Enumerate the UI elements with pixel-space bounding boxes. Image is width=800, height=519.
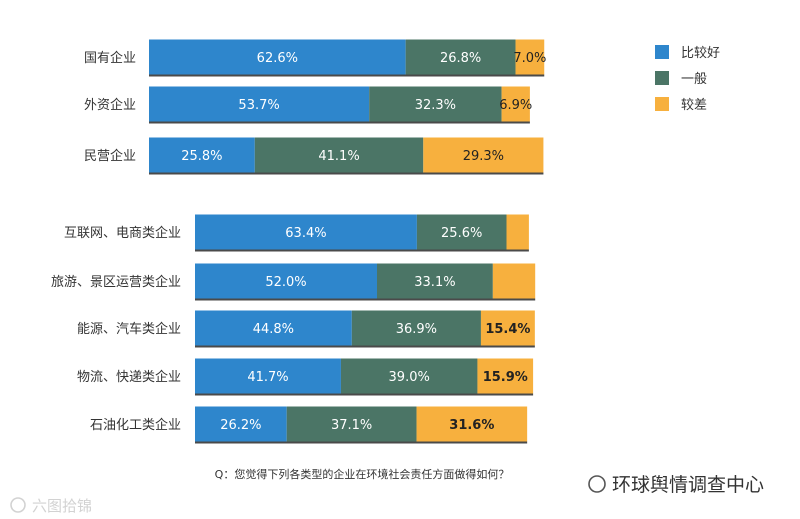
bar-baseline [195, 298, 536, 301]
bar-baseline [149, 172, 544, 175]
legend-item: 较差 [655, 97, 707, 113]
bar-segment [195, 310, 352, 346]
bar-row: 互联网、电商类企业 63.4% 25.6% [64, 214, 529, 252]
legend-label: 比较好 [681, 46, 720, 61]
bar-groups: 国有企业 62.6% 26.8% 7.0% 外资企业 53.7% 32.3% 6.9% 民营企业… [51, 39, 546, 444]
bar-segment [149, 86, 370, 122]
weibo-icon [10, 497, 26, 513]
legend-swatch [655, 71, 669, 85]
bar-segment [149, 39, 406, 75]
value-label: 31.6% [449, 418, 494, 433]
bar-segment [492, 263, 536, 299]
category-label: 民营企业 [84, 148, 136, 164]
value-label: 15.9% [483, 370, 528, 385]
category-label: 旅游、景区运营类企业 [51, 274, 181, 290]
value-label: 37.1% [331, 418, 372, 433]
value-label: 53.7% [238, 98, 279, 113]
value-label: 29.3% [463, 149, 504, 164]
legend-label: 较差 [681, 98, 707, 113]
value-label: 25.8% [181, 149, 222, 164]
watermark-right: 环球舆情调查中心 [588, 474, 764, 496]
value-label: 62.6% [257, 51, 298, 66]
bar-row: 民营企业 25.8% 41.1% 29.3% [84, 137, 544, 175]
bar-segment [149, 137, 255, 173]
bar-segment [501, 86, 530, 122]
watermark-left: 六图拾锦 [10, 497, 92, 515]
bar-segment [506, 214, 529, 250]
value-label: 26.2% [220, 418, 261, 433]
bar-segment [416, 214, 507, 250]
category-label: 国有企业 [84, 50, 136, 66]
bar-segment [405, 39, 516, 75]
watermark-left-text: 六图拾锦 [32, 497, 92, 515]
question-text: Q：您觉得下列各类型的企业在环境社会责任方面做得如何？ [215, 467, 510, 481]
bar-segment [377, 263, 493, 299]
bar-segment [195, 358, 341, 394]
value-label: 41.1% [318, 149, 359, 164]
wechat-icon [588, 475, 606, 493]
value-label: 39.0% [389, 370, 430, 385]
bar-baseline [195, 393, 534, 396]
bar-row: 石油化工类企业 26.2% 37.1% 31.6% [90, 406, 528, 444]
value-label: 32.3% [415, 98, 456, 113]
value-label: 7.0% [513, 51, 546, 66]
bar-segment [254, 137, 424, 173]
value-label: 6.9% [499, 98, 532, 113]
bar-segment [351, 310, 481, 346]
bar-segment [423, 137, 544, 173]
legend-swatch [655, 97, 669, 111]
value-label: 15.4% [485, 322, 530, 337]
category-label: 外资企业 [84, 97, 136, 113]
legend-label: 一般 [681, 71, 707, 87]
bar-segment [416, 406, 528, 442]
legend-swatch [655, 45, 669, 59]
bar-baseline [149, 74, 545, 77]
bar-group-2: 互联网、电商类企业 63.4% 25.6% 旅游、景区运营类企业 52.0% 33.1% 能… [51, 214, 536, 444]
bar-segment [195, 263, 377, 299]
category-label: 石油化工类企业 [90, 417, 181, 433]
watermark-right-text: 环球舆情调查中心 [612, 474, 764, 496]
legend-item: 一般 [655, 71, 707, 87]
value-label: 41.7% [247, 370, 288, 385]
bar-segment [515, 39, 545, 75]
bar-row: 国有企业 62.6% 26.8% 7.0% [84, 39, 546, 77]
category-label: 物流、快递类企业 [77, 369, 181, 385]
bar-baseline [195, 249, 529, 252]
value-label: 63.4% [285, 226, 326, 241]
value-label: 25.6% [441, 226, 482, 241]
bar-segment [477, 358, 534, 394]
bar-row: 能源、汽车类企业 44.8% 36.9% 15.4% [77, 310, 535, 348]
bar-segment [480, 310, 535, 346]
bar-segment [195, 406, 287, 442]
bar-row: 旅游、景区运营类企业 52.0% 33.1% [51, 263, 536, 301]
value-label: 44.8% [253, 322, 294, 337]
value-label: 36.9% [396, 322, 437, 337]
bar-group-1: 国有企业 62.6% 26.8% 7.0% 外资企业 53.7% 32.3% 6.9% 民营企业… [84, 39, 546, 175]
value-label: 52.0% [265, 275, 306, 290]
bar-segment [195, 214, 417, 250]
category-label: 互联网、电商类企业 [64, 225, 181, 241]
bar-baseline [149, 121, 530, 124]
legend-item: 比较好 [655, 45, 720, 61]
value-label: 33.1% [414, 275, 455, 290]
bar-baseline [195, 441, 528, 444]
bar-baseline [195, 345, 535, 348]
bar-row: 物流、快递类企业 41.7% 39.0% 15.9% [77, 358, 534, 396]
bar-segment [340, 358, 478, 394]
bar-segment [369, 86, 502, 122]
bar-segment [286, 406, 417, 442]
category-label: 能源、汽车类企业 [77, 321, 181, 337]
bar-row: 外资企业 53.7% 32.3% 6.9% [84, 86, 532, 124]
value-label: 26.8% [440, 51, 481, 66]
